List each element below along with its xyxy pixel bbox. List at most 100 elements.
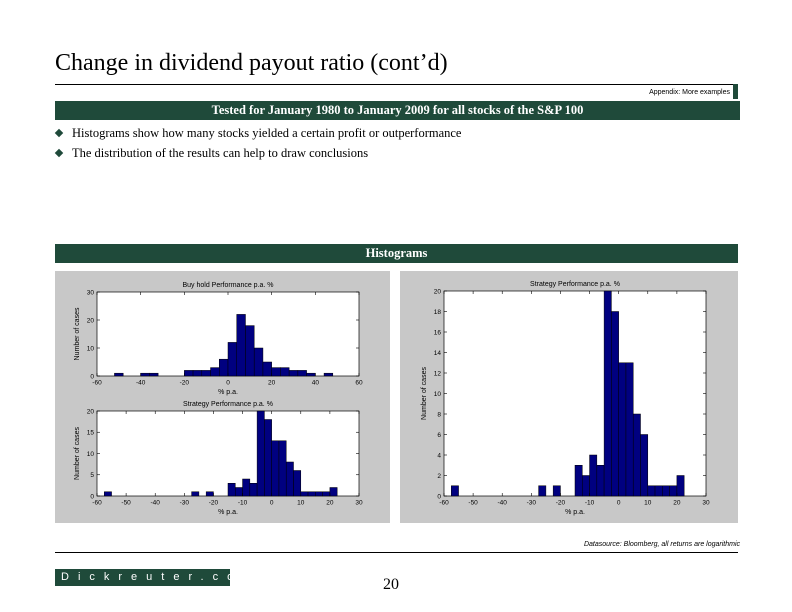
y-tick-label: 12	[434, 370, 442, 377]
histogram-bar	[114, 372, 124, 377]
x-tick-label: -30	[180, 500, 190, 507]
histogram-bar	[288, 370, 299, 377]
y-tick-label: 6	[437, 432, 441, 439]
histogram-bar	[285, 461, 294, 497]
x-tick-label: 40	[312, 380, 320, 387]
histogram-bar	[552, 485, 561, 497]
histogram-bar	[582, 475, 590, 497]
histogram-bar	[300, 491, 309, 497]
histogram-bar	[253, 347, 264, 377]
x-tick-label: 30	[702, 500, 710, 507]
x-tick-label: 20	[326, 500, 334, 507]
histogram-bar	[191, 491, 200, 497]
x-tick-label: -40	[498, 500, 508, 507]
histogram-bar	[262, 361, 272, 377]
histogram-bar	[264, 419, 272, 497]
x-tick-label: -60	[92, 380, 102, 387]
histogram-bar	[323, 372, 334, 377]
bullet-item: The distribution of the results can help…	[54, 143, 461, 163]
histogram-bar	[538, 485, 547, 497]
histogram-bar	[297, 370, 307, 377]
x-tick-label: 10	[297, 500, 305, 507]
x-tick-label: 30	[355, 500, 363, 507]
histogram-bar	[205, 491, 214, 497]
x-tick-label: 10	[644, 500, 652, 507]
y-tick-label: 14	[434, 350, 442, 357]
y-tick-label: 20	[434, 288, 442, 295]
x-tick-label: -50	[468, 500, 478, 507]
data-source-note: Datasource: Bloomberg, all returns are l…	[583, 541, 740, 548]
histogram-bar	[322, 491, 331, 497]
x-tick-label: 60	[355, 380, 363, 387]
histogram-bar	[589, 454, 598, 497]
histogram-bar	[140, 372, 150, 377]
plot-area	[443, 290, 707, 497]
histogram-bar	[149, 372, 159, 377]
y-tick-label: 0	[90, 373, 94, 380]
y-tick-label: 2	[437, 473, 441, 480]
histogram-bar	[256, 410, 265, 497]
histogram-bar	[236, 314, 246, 377]
y-tick-label: 15	[87, 430, 95, 437]
appendix-label: Appendix: More examples	[649, 89, 730, 96]
x-tick-label: -20	[209, 500, 219, 507]
x-tick-label: 0	[270, 500, 274, 507]
x-tick-label: 20	[673, 500, 681, 507]
page-title: Change in dividend payout ratio (cont’d)	[55, 50, 448, 76]
histogram-bar	[271, 440, 280, 497]
histogram-bar	[640, 434, 649, 497]
bullet-item: Histograms show how many stocks yielded …	[54, 123, 462, 143]
histogram-bar	[654, 485, 663, 497]
x-tick-label: 0	[226, 380, 230, 387]
title-divider	[55, 84, 738, 85]
bullet-list: Histograms show how many stocks yielded …	[54, 123, 462, 163]
histogram-bar	[280, 367, 290, 377]
histogram-bar	[201, 370, 211, 377]
y-tick-label: 20	[87, 317, 95, 324]
histogram-strategy-small: -60 -50 -40 -30 -20 -10 0 10 20 30 0 5 10 15 20 Strateg…	[74, 401, 363, 516]
x-tick-label: -60	[439, 500, 449, 507]
y-tick-label: 8	[437, 411, 441, 418]
histogram-bar	[192, 370, 203, 377]
histogram-bar	[104, 491, 112, 497]
y-tick-label: 18	[434, 309, 442, 316]
x-tick-label: -40	[136, 380, 146, 387]
histogram-bar	[306, 372, 316, 377]
bullet-text: Histograms show how many stocks yielded …	[72, 126, 462, 140]
page-number: 20	[383, 576, 399, 593]
diamond-bullet-icon	[54, 128, 64, 138]
diamond-bullet-icon	[54, 148, 64, 158]
histogram-bar	[210, 367, 220, 377]
y-tick-label: 20	[87, 408, 95, 415]
histogram-bar	[574, 465, 583, 497]
histogram-bar	[278, 440, 287, 497]
histogram-bar	[676, 475, 685, 497]
histogram-bar	[307, 491, 316, 497]
histogram-buy-hold: -60 -40 -20 0 20 40 60 0 10 20 30 Buy hold Performa…	[74, 282, 363, 396]
histogram-bar	[227, 342, 237, 377]
histogram-bar	[227, 483, 236, 497]
y-tick-label: 10	[87, 345, 95, 352]
histogram-bar	[315, 491, 323, 497]
x-tick-label: -30	[527, 500, 537, 507]
histogram-bar	[596, 465, 605, 497]
histogram-bar	[219, 358, 229, 377]
x-tick-label: 20	[268, 380, 276, 387]
test-period-banner: Tested for January 1980 to January 2009 …	[55, 101, 740, 120]
histogram-bar	[245, 325, 255, 377]
histogram-bar	[329, 487, 338, 497]
y-tick-label: 10	[87, 451, 95, 458]
y-axis-label: Number of cases	[74, 307, 81, 360]
x-tick-label: -10	[585, 500, 595, 507]
right-figure-panel: -60 -50 -40 -30 -20 -10 0 10 20 30 0 2 4 6 8 10 12 14 16 18…	[400, 271, 738, 523]
histogram-bar	[625, 362, 634, 497]
histogram-strategy-large: -60 -50 -40 -30 -20 -10 0 10 20 30 0 2 4 6 8 10 12 14 16 18…	[421, 281, 710, 516]
y-tick-label: 16	[434, 329, 442, 336]
x-axis-label: % p.a.	[218, 509, 238, 516]
histogram-bar	[603, 290, 612, 497]
histogram-bar	[662, 485, 670, 497]
x-tick-label: -60	[92, 500, 102, 507]
x-tick-label: -40	[151, 500, 161, 507]
left-figure-panel: -60 -40 -20 0 20 40 60 0 10 20 30 Buy hold Performa…	[55, 271, 390, 523]
histogram-bar	[293, 470, 302, 497]
